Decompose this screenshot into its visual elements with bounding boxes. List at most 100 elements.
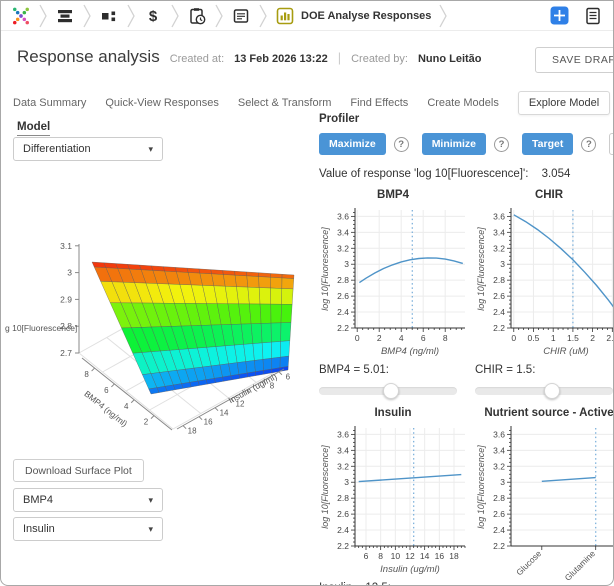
tab-quick-view-responses[interactable]: Quick-View Responses [105, 97, 219, 109]
svg-text:3.6: 3.6 [493, 429, 505, 439]
svg-text:2: 2 [377, 333, 382, 343]
svg-text:18: 18 [449, 551, 459, 561]
svg-text:4: 4 [399, 333, 404, 343]
surface-plot: 2.7 2.8 2.9 3 3.1 g 10[Fluorescence] 8 6 4 2 BMP4 … [1, 161, 309, 457]
svg-text:6: 6 [364, 551, 369, 561]
created-by-label: Created by: [351, 53, 408, 65]
breadcrumb-chevron [127, 3, 135, 29]
maximize-button[interactable]: Maximize [319, 133, 386, 155]
profile-chart-bmp4: 2.2 2.4 2.6 2.8 3 3.2 3.4 3.6 0 2 4 6 8 log 10[Fluore… [319, 204, 469, 361]
experiment-stack-icon[interactable] [55, 6, 75, 26]
svg-text:g 10[Fluorescence]: g 10[Fluorescence] [5, 323, 77, 333]
svg-text:Glutamine: Glutamine [563, 548, 598, 583]
svg-text:CHIR (uM): CHIR (uM) [543, 346, 588, 356]
created-at-label: Created at: [169, 53, 225, 65]
svg-text:1: 1 [551, 333, 556, 343]
svg-text:3.2: 3.2 [337, 461, 349, 471]
help-icon[interactable]: ? [494, 136, 510, 152]
download-surface-plot-button[interactable]: Download Surface Plot [13, 459, 144, 482]
breadcrumb-step-label: DOE Analyse Responses [301, 9, 432, 22]
tab-data-summary[interactable]: Data Summary [13, 97, 87, 109]
created-by-value: Nuno Leitão [417, 53, 482, 65]
svg-text:2.2: 2.2 [493, 323, 505, 333]
slider-handle[interactable] [382, 383, 399, 399]
chevron-down-icon: ▾ [148, 143, 153, 154]
synthace-logo[interactable] [11, 6, 31, 26]
surface-y-axis-select[interactable]: Insulin ▾ [13, 517, 163, 541]
analysis-tabs: Data Summary Quick-View Responses Select… [13, 89, 613, 117]
svg-text:3: 3 [344, 477, 349, 487]
chart-title-bmp4: BMP4 [377, 189, 409, 201]
svg-text:$: $ [149, 8, 158, 25]
svg-text:2.2: 2.2 [337, 323, 349, 333]
svg-text:Insulin (ug/ml): Insulin (ug/ml) [380, 564, 440, 574]
profiler-controls: Maximize ? Minimize ? Target ? ? [319, 133, 613, 155]
svg-text:log 10[Fluorescence]: log 10[Fluorescence] [476, 445, 486, 529]
minimize-button[interactable]: Minimize [421, 133, 487, 155]
model-select[interactable]: Differentiation ▾ [13, 137, 163, 161]
svg-text:8: 8 [443, 333, 448, 343]
svg-text:0: 0 [355, 333, 360, 343]
svg-text:2.6: 2.6 [337, 291, 349, 301]
breadcrumb-step-doe-analyse-responses[interactable]: DOE Analyse Responses [275, 6, 431, 26]
data-table-icon[interactable] [549, 6, 569, 26]
svg-text:2.6: 2.6 [337, 509, 349, 519]
profile-cell-bmp4: BMP4 2.2 2.4 2.6 2.8 3 3.2 3.4 3.6 0 2 4 6 8 log 10[F… [319, 189, 467, 399]
profile-cell-insulin: Insulin 2.2 2.4 2.6 2.8 3 3.2 3.4 3.6 6 8 10 12 14 16… [319, 407, 467, 585]
svg-text:2.8: 2.8 [493, 275, 505, 285]
document-icon[interactable] [583, 6, 603, 26]
elements-icon[interactable] [99, 6, 119, 26]
schedule-icon[interactable] [187, 6, 207, 26]
svg-text:2.8: 2.8 [337, 493, 349, 503]
doe-bar-chart-icon [275, 6, 295, 26]
svg-text:2.2: 2.2 [337, 541, 349, 551]
tab-find-effects[interactable]: Find Effects [350, 97, 409, 109]
svg-text:1.5: 1.5 [567, 333, 579, 343]
breadcrumb-chevron [83, 3, 91, 29]
svg-text:8: 8 [270, 382, 275, 391]
help-icon[interactable]: ? [581, 136, 597, 152]
svg-text:2.4: 2.4 [493, 525, 505, 535]
save-draft-button[interactable]: SAVE DRAFT [535, 47, 613, 73]
svg-text:14: 14 [420, 551, 430, 561]
chart-title-insulin: Insulin [374, 407, 412, 419]
response-value-label: Value of response 'log 10[Fluorescence]'… [319, 168, 529, 180]
svg-text:12: 12 [236, 400, 245, 409]
help-icon[interactable]: ? [393, 136, 409, 152]
chart-title-chir: CHIR [534, 189, 564, 201]
svg-text:log 10[Fluorescence]: log 10[Fluorescence] [320, 445, 330, 529]
tab-create-models[interactable]: Create Models [427, 97, 499, 109]
svg-text:3.4: 3.4 [337, 445, 349, 455]
svg-text:2.6: 2.6 [493, 291, 505, 301]
surface-x-axis-select[interactable]: BMP4 ▾ [13, 488, 163, 512]
svg-text:6: 6 [104, 386, 109, 395]
tab-explore-model[interactable]: Explore Model [517, 91, 611, 115]
svg-text:6: 6 [286, 373, 291, 382]
svg-text:0.5: 0.5 [528, 333, 540, 343]
bmp4-slider[interactable] [319, 383, 457, 399]
svg-text:2.2: 2.2 [493, 541, 505, 551]
svg-text:2.8: 2.8 [493, 493, 505, 503]
breadcrumb-chevron [39, 3, 47, 29]
svg-text:3.2: 3.2 [337, 243, 349, 253]
slider-track[interactable] [475, 387, 613, 395]
breadcrumb-chevron [215, 3, 223, 29]
slider-handle[interactable] [544, 383, 561, 399]
svg-text:3.6: 3.6 [337, 211, 349, 221]
profile-cell-nutrient-source: Nutrient source - Active 2.2 2.4 2.6 2.8 3 3.… [475, 407, 613, 585]
target-value-input[interactable] [609, 133, 613, 155]
form-icon[interactable] [231, 6, 251, 26]
svg-text:3.6: 3.6 [337, 429, 349, 439]
meta-divider: | [337, 50, 342, 65]
svg-text:3.6: 3.6 [493, 211, 505, 221]
target-button[interactable]: Target [522, 133, 574, 155]
simulation-icon[interactable]: $ [143, 6, 163, 26]
profile-cell-chir: CHIR 2.2 2.4 2.6 2.8 3 3.2 3.4 3.6 0 0.5 1 1.5 2 2.5 l… [475, 189, 613, 399]
chir-slider[interactable] [475, 383, 613, 399]
chevron-down-icon: ▾ [148, 494, 153, 505]
svg-text:3.2: 3.2 [493, 461, 505, 471]
tab-select-transform[interactable]: Select & Transform [237, 97, 332, 109]
svg-text:2.4: 2.4 [337, 307, 349, 317]
svg-text:2.9: 2.9 [60, 294, 72, 304]
page-title: Response analysis [17, 47, 160, 66]
